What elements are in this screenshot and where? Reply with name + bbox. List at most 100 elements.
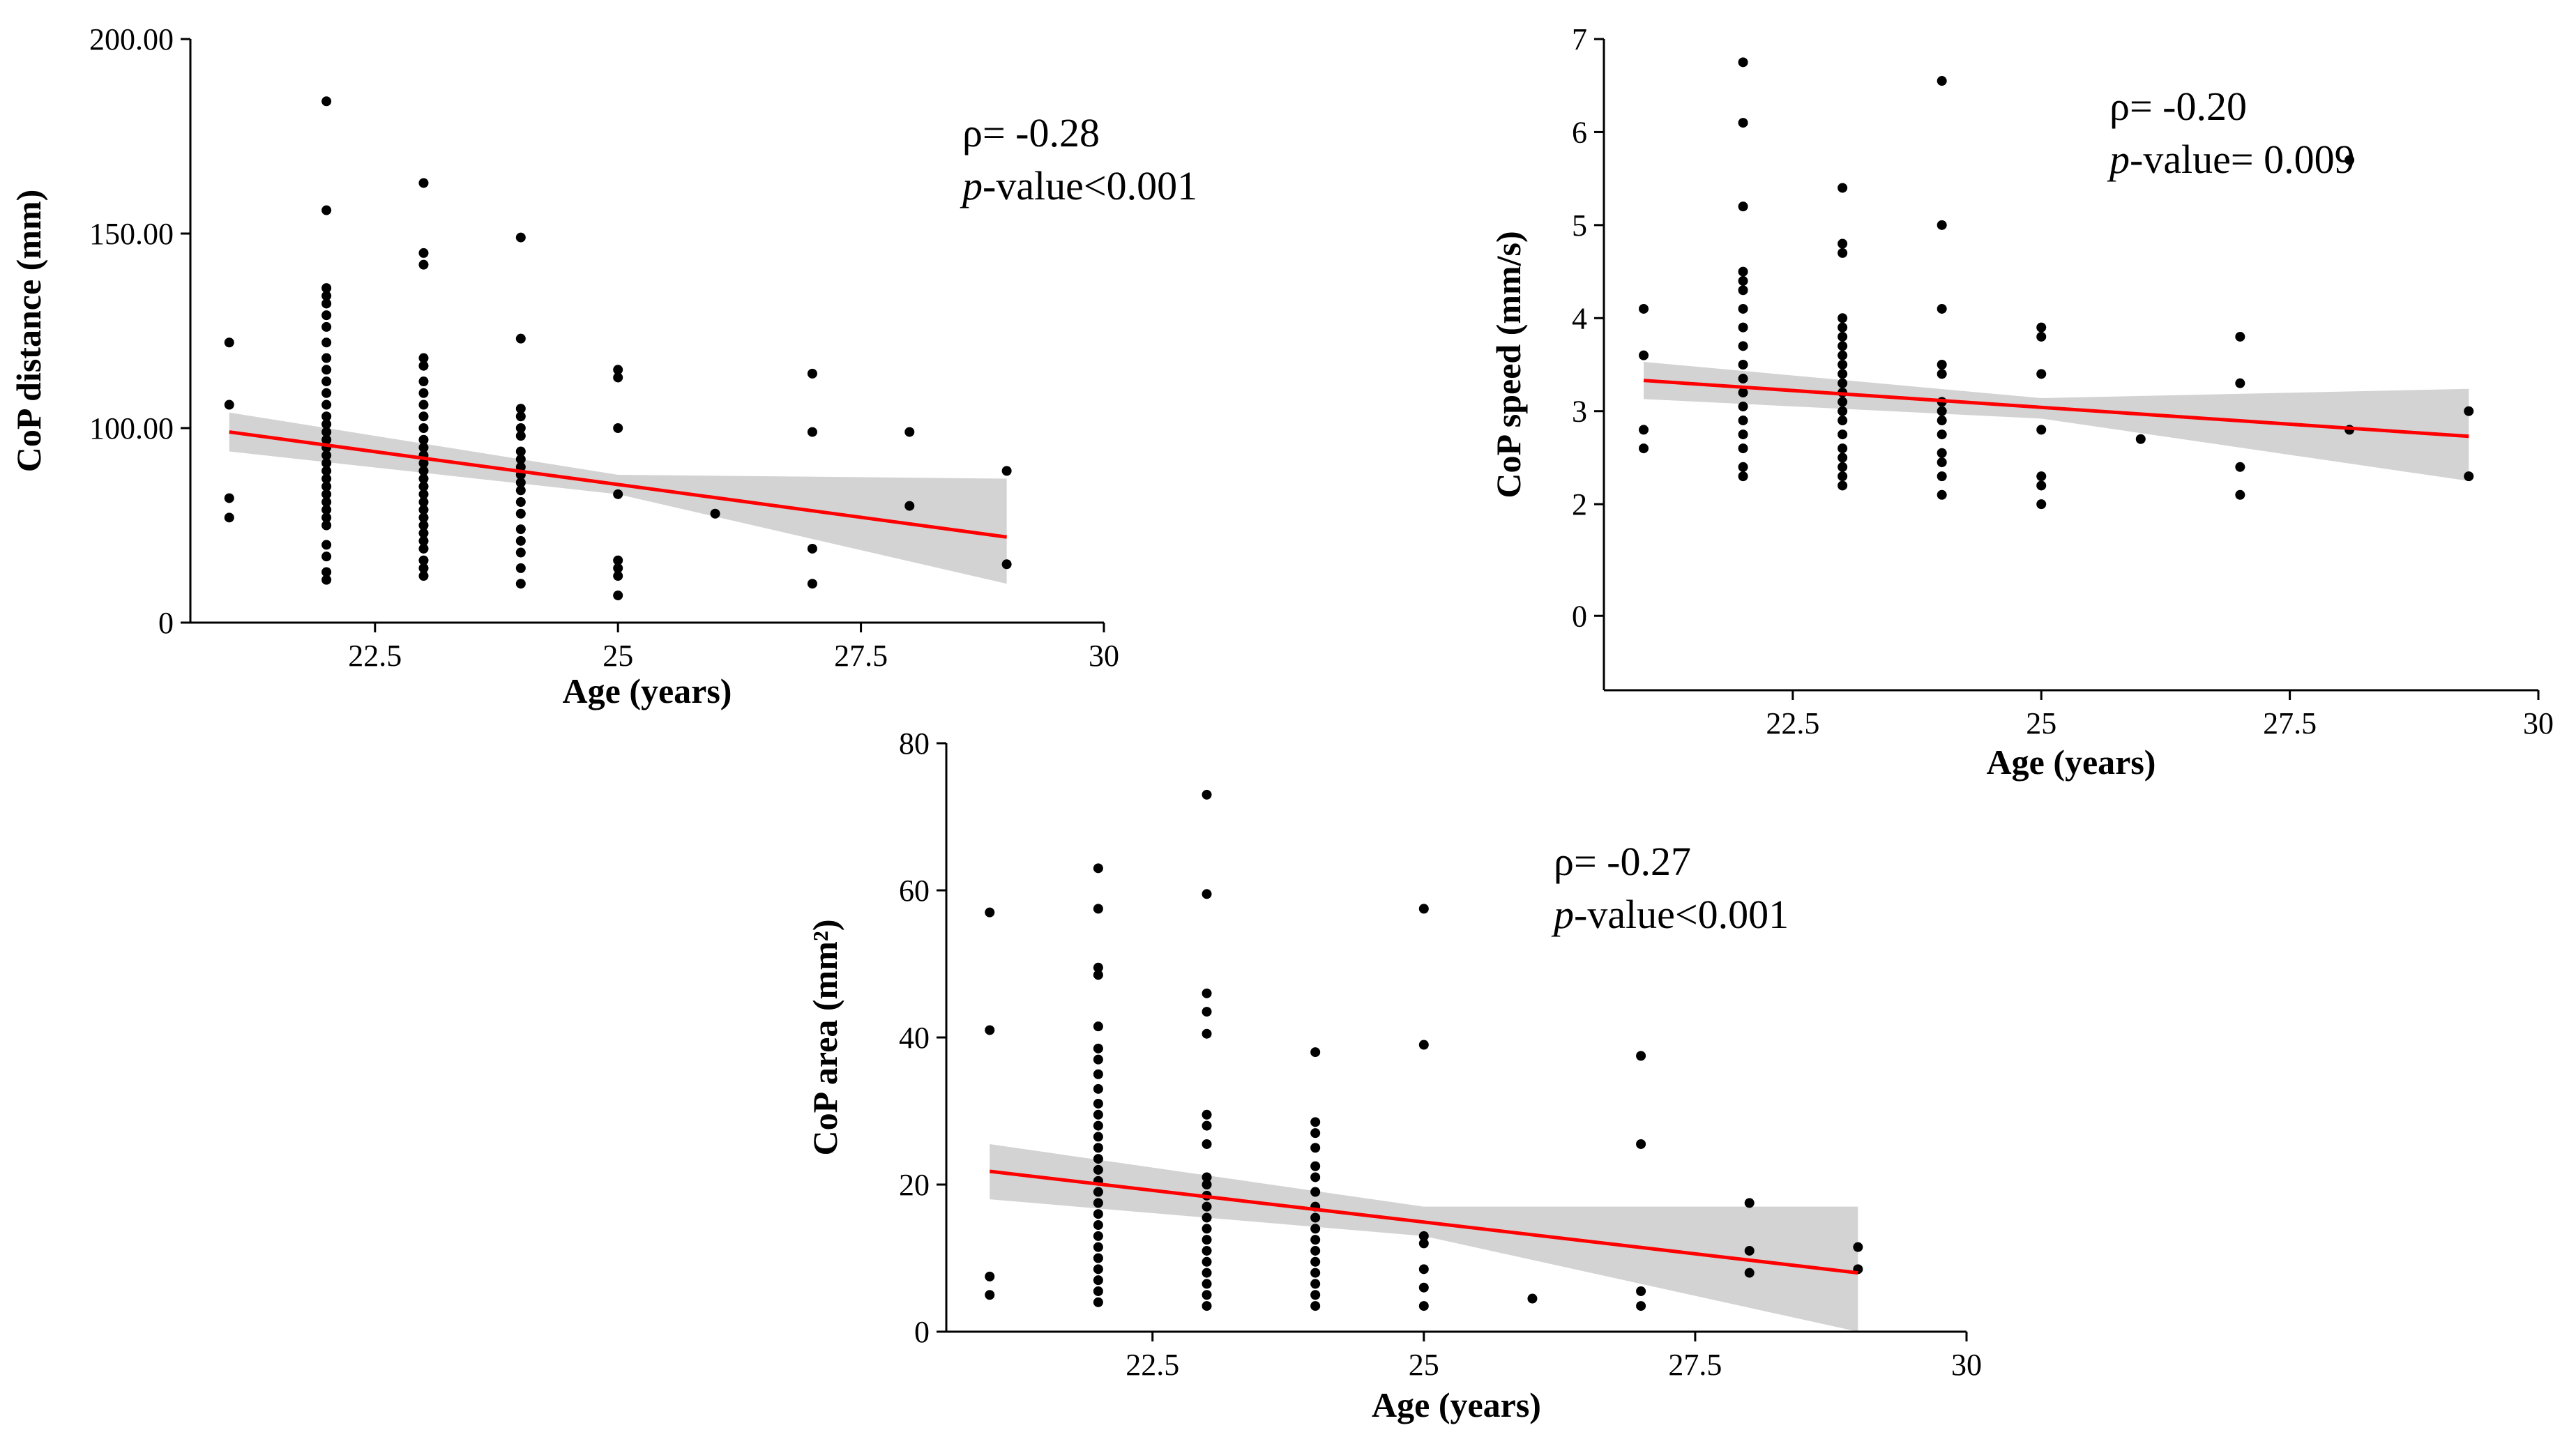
data-point: [1738, 402, 1748, 412]
data-point: [1202, 1245, 1212, 1256]
data-point: [807, 579, 817, 589]
cop-area-panel: 22.5 25 27.5 30 0 20 40 60 80 Age (years) CoP area…: [805, 726, 1982, 1424]
data-point: [1639, 425, 1649, 435]
data-point: [418, 497, 429, 508]
data-point: [1738, 416, 1748, 426]
data-point: [1093, 1286, 1103, 1296]
data-point: [321, 291, 332, 301]
data-point: [321, 505, 332, 515]
data-point: [807, 427, 817, 437]
data-point: [515, 446, 526, 457]
p-italic: p: [1551, 892, 1574, 937]
data-point: [1937, 429, 1947, 440]
data-point: [515, 232, 526, 243]
data-point: [321, 427, 332, 437]
y-tick-label: 200.00: [89, 22, 174, 56]
data-point: [1418, 1231, 1429, 1241]
data-point: [1310, 1128, 1321, 1139]
data-point: [418, 473, 429, 484]
data-point: [1838, 248, 1848, 258]
data-point: [2464, 406, 2474, 416]
data-point: [1093, 1297, 1103, 1307]
data-point: [2235, 462, 2245, 472]
data-point: [1310, 1212, 1321, 1223]
data-point: [1093, 1231, 1103, 1241]
regression-line: [989, 1169, 1858, 1275]
data-point: [418, 512, 429, 523]
data-point: [321, 419, 332, 429]
data-point: [1838, 443, 1848, 454]
data-point: [1202, 1212, 1212, 1223]
data-point: [321, 400, 332, 410]
data-point: [1202, 1028, 1212, 1039]
data-point: [613, 571, 623, 581]
data-point: [321, 96, 332, 107]
data-point: [985, 1025, 995, 1035]
data-point: [1418, 904, 1429, 914]
data-point: [418, 353, 429, 363]
data-point: [321, 388, 332, 398]
data-point: [321, 321, 332, 332]
data-point: [1202, 1279, 1212, 1289]
data-point: [1310, 1224, 1321, 1234]
data-point: [1310, 1245, 1321, 1256]
data-point: [1202, 1290, 1212, 1300]
data-point: [515, 579, 526, 589]
data-point: [1093, 1043, 1103, 1053]
y-tick-label: 100.00: [89, 411, 174, 446]
data-point: [1093, 1209, 1103, 1219]
y-tick-label: 20: [899, 1168, 930, 1202]
data-point: [1838, 471, 1848, 482]
p-value-annotation: p-value<0.001: [1551, 892, 1789, 937]
data-point: [1937, 471, 1947, 482]
data-point: [418, 388, 429, 398]
data-point: [1853, 1242, 1863, 1252]
data-point: [1418, 1282, 1429, 1293]
data-point: [1093, 1220, 1103, 1231]
data-point: [1937, 220, 1947, 230]
data-point: [224, 400, 234, 410]
data-point: [2036, 480, 2047, 491]
x-tick-label: 30: [2523, 706, 2554, 740]
data-point: [1202, 1120, 1212, 1131]
data-point: [418, 400, 429, 410]
data-point: [321, 473, 332, 484]
data-point: [1838, 480, 1848, 491]
data-point: [1093, 1069, 1103, 1079]
data-point: [1937, 369, 1947, 379]
data-point: [613, 555, 623, 565]
data-point: [1639, 350, 1649, 360]
data-point: [321, 458, 332, 469]
data-point: [2464, 471, 2474, 482]
data-point: [1838, 238, 1848, 249]
data-point: [1093, 962, 1103, 973]
data-point: [1202, 1235, 1212, 1245]
data-point: [1202, 1201, 1212, 1212]
data-point: [515, 404, 526, 414]
data-point: [418, 360, 429, 371]
y-tick-label: 80: [899, 726, 930, 761]
y-tick-label: 7: [1572, 22, 1587, 56]
data-point: [515, 454, 526, 464]
x-tick-label: 25: [1409, 1348, 1439, 1382]
data-point: [1838, 313, 1848, 324]
y-tick-label: 40: [899, 1021, 930, 1055]
regression-line: [1643, 379, 2469, 439]
data-point: [1744, 1245, 1755, 1256]
data-point: [321, 310, 332, 321]
data-point: [1636, 1286, 1646, 1296]
data-point: [1738, 360, 1748, 370]
data-point: [321, 283, 332, 294]
data-point: [1310, 1161, 1321, 1171]
x-tick-label: 22.5: [348, 639, 402, 673]
data-point: [1636, 1301, 1646, 1311]
x-tick-label: 30: [1951, 1348, 1982, 1382]
data-point: [418, 571, 429, 581]
p-italic: p: [2107, 137, 2130, 182]
data-point: [613, 563, 623, 573]
x-axis-label: Age (years): [563, 671, 732, 710]
data-point: [1202, 889, 1212, 899]
x-tick-label: 25: [2026, 706, 2056, 740]
data-point: [1744, 1268, 1755, 1278]
